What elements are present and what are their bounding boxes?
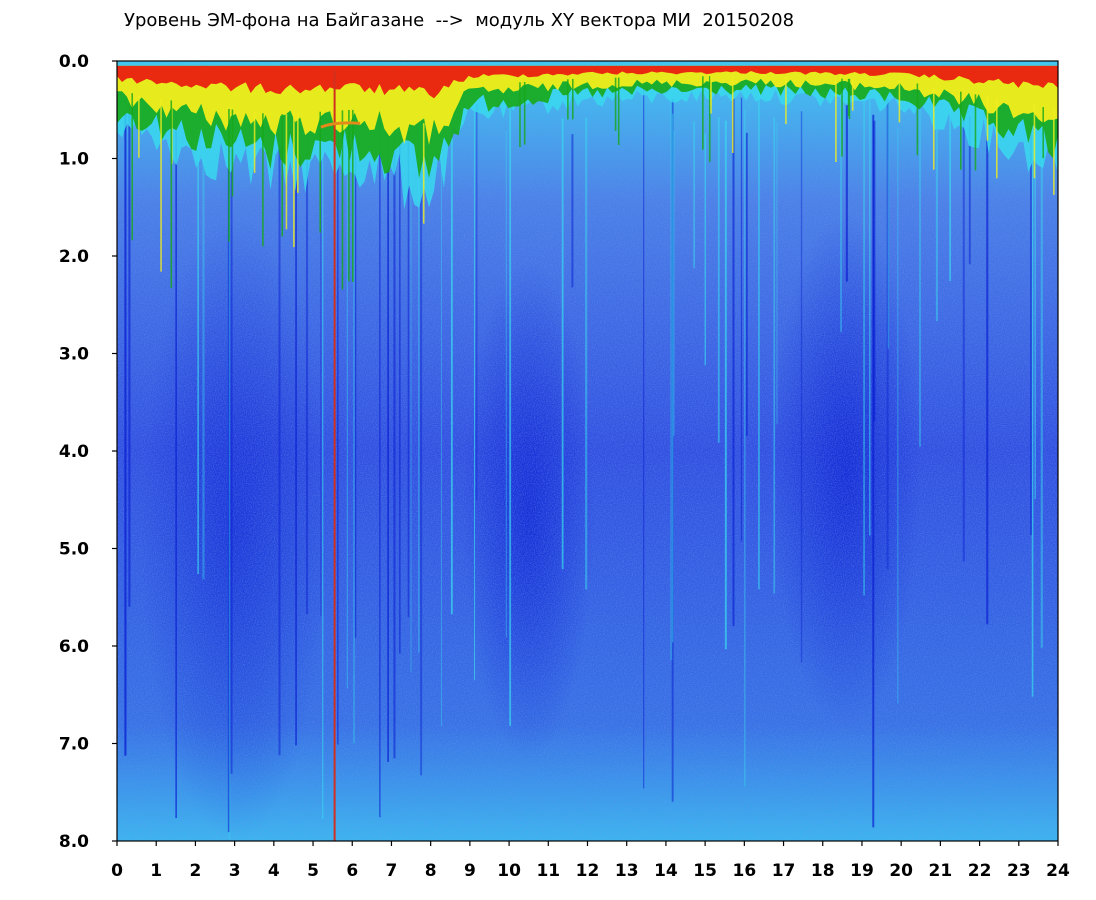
x-tick-label: 14 — [654, 861, 678, 881]
chart-title: Уровень ЭМ-фона на Байгазане --> модуль … — [124, 10, 795, 31]
x-tick-label: 15 — [693, 861, 717, 881]
x-tick-label: 12 — [576, 861, 600, 881]
y-tick-label: 7.0 — [59, 735, 89, 755]
x-tick-label: 17 — [772, 861, 796, 881]
y-tick-label: 2.0 — [59, 247, 89, 267]
x-tick-label: 9 — [464, 861, 476, 881]
x-tick-label: 21 — [929, 861, 953, 881]
y-tick-label: 4.0 — [59, 442, 89, 462]
x-tick-label: 19 — [850, 861, 874, 881]
x-tick-label: 16 — [732, 861, 756, 881]
x-tick-label: 10 — [497, 861, 521, 881]
x-tick-label: 24 — [1046, 861, 1070, 881]
x-tick-label: 4 — [268, 861, 280, 881]
activity-band — [117, 65, 1058, 145]
y-tick-label: 5.0 — [59, 540, 89, 560]
x-tick-label: 23 — [1007, 861, 1031, 881]
x-tick-label: 2 — [189, 861, 201, 881]
axes: 0.01.02.03.04.05.06.07.08.00 1 2 3 4 5 6 7 8 9 10 1… — [59, 52, 1070, 881]
x-tick-label: 18 — [811, 861, 835, 881]
y-tick-label: 6.0 — [59, 637, 89, 657]
x-tick-label: 1 — [150, 861, 162, 881]
x-tick-label: 22 — [968, 861, 992, 881]
y-tick-label: 8.0 — [59, 832, 89, 852]
activity-band — [117, 65, 1058, 99]
x-tick-label: 3 — [229, 861, 241, 881]
heatmap-plot — [117, 61, 1058, 841]
x-tick-label: 11 — [536, 861, 560, 881]
x-tick-label: 6 — [346, 861, 358, 881]
y-tick-label: 3.0 — [59, 345, 89, 365]
y-tick-label: 0.0 — [59, 52, 89, 72]
x-tick-label: 5 — [307, 861, 319, 881]
noise-texture — [117, 61, 1058, 841]
x-tick-label: 20 — [889, 861, 913, 881]
x-tick-label: 8 — [425, 861, 437, 881]
x-tick-label: 13 — [615, 861, 639, 881]
x-tick-label: 0 — [111, 861, 123, 881]
marker-annotation — [320, 121, 361, 129]
y-tick-label: 1.0 — [59, 150, 89, 170]
x-tick-label: 7 — [386, 861, 398, 881]
